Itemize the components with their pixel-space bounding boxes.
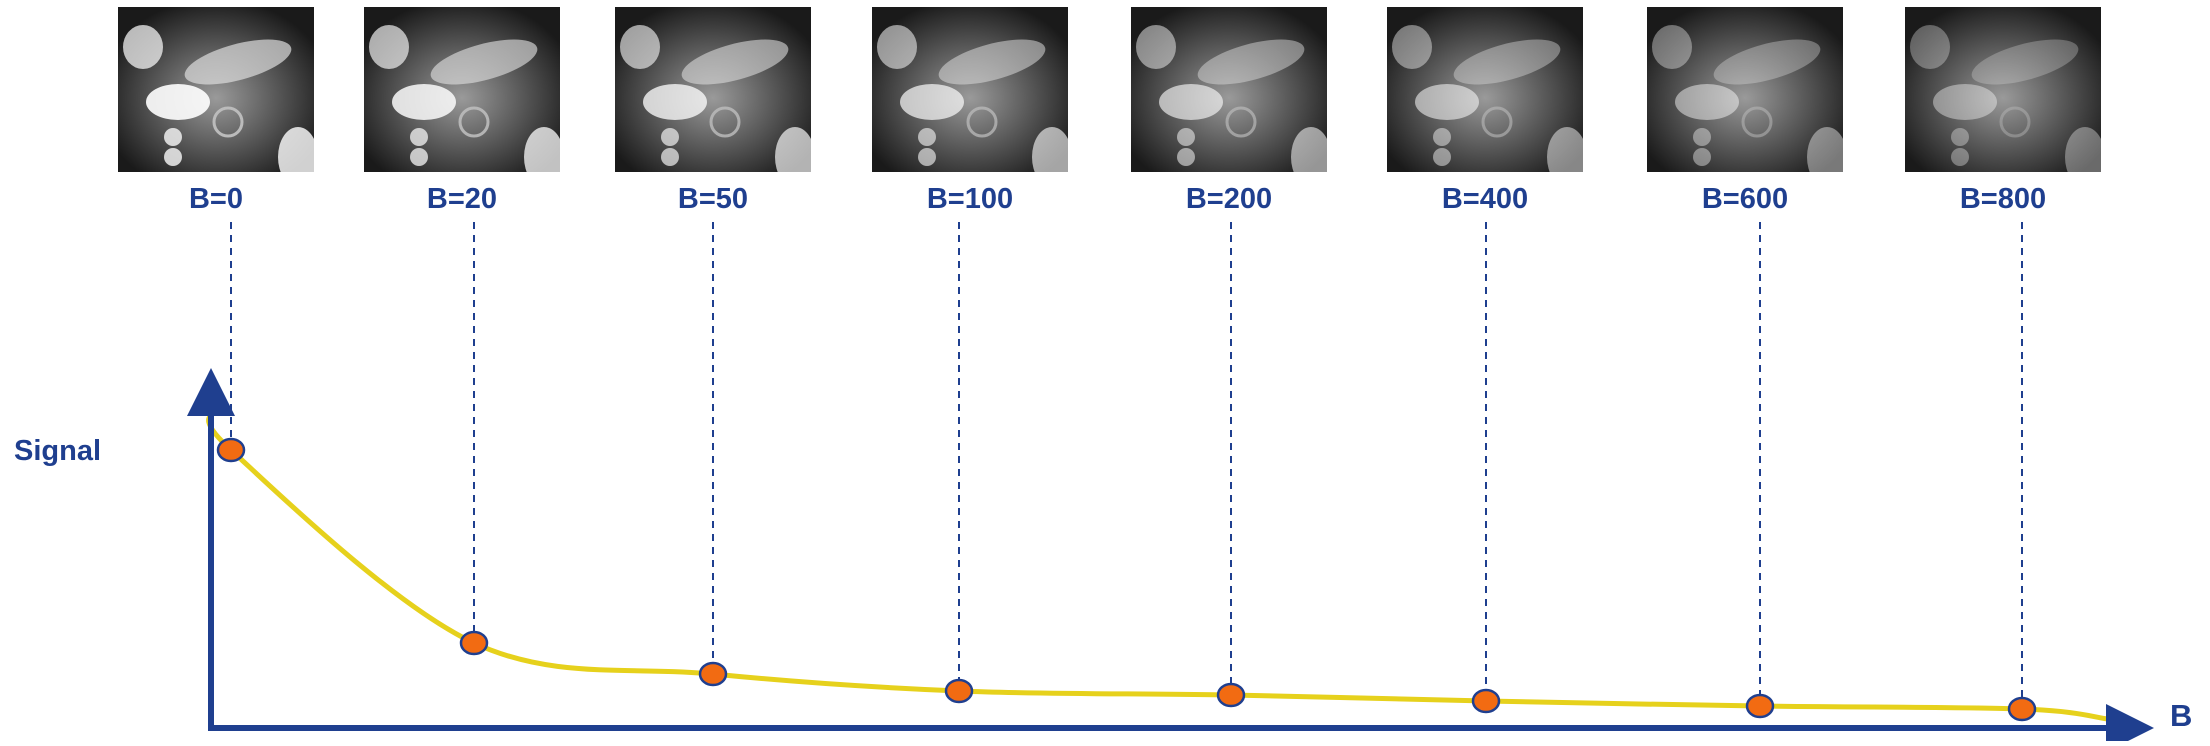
- image-blob: [1159, 84, 1223, 120]
- image-blob: [369, 25, 409, 69]
- image-blob: [1415, 84, 1479, 120]
- image-blob: [278, 127, 318, 187]
- image-blob: [918, 148, 936, 166]
- image-blob: [1910, 25, 1950, 69]
- image-label: B=600: [1702, 183, 1788, 215]
- image-blob: [918, 128, 936, 146]
- image-label: B=200: [1186, 183, 1272, 215]
- signal-point: [461, 632, 487, 654]
- signal-point: [218, 439, 244, 461]
- image-blob: [1807, 127, 1847, 187]
- image-blob: [1547, 127, 1587, 187]
- diagram: B=0 B=20 B=50 B=100 B=200 B=400 B=600 B=800 Sig…: [0, 0, 2210, 741]
- image-blob: [410, 148, 428, 166]
- image-blob: [1433, 128, 1451, 146]
- mri-image: [1647, 7, 1847, 187]
- image-blob: [643, 84, 707, 120]
- signal-curve: [209, 409, 2108, 719]
- image-blob: [146, 84, 210, 120]
- image-blob: [164, 128, 182, 146]
- image-row: B=0 B=20 B=50 B=100 B=200 B=400 B=600 B=800: [118, 7, 2105, 215]
- image-label: B=800: [1960, 183, 2046, 215]
- image-blob: [1392, 25, 1432, 69]
- mri-image: [364, 7, 564, 187]
- image-blob: [1951, 128, 1969, 146]
- image-blob: [410, 128, 428, 146]
- image-label: B=20: [427, 183, 497, 215]
- image-blob: [524, 127, 564, 187]
- image-blob: [1177, 128, 1195, 146]
- image-label: B=100: [927, 183, 1013, 215]
- image-label: B=0: [189, 183, 243, 215]
- image-blob: [1652, 25, 1692, 69]
- image-blob: [123, 25, 163, 69]
- mri-image: [1131, 7, 1331, 187]
- mri-image: [118, 7, 318, 187]
- signal-point: [946, 680, 972, 702]
- image-label: B=400: [1442, 183, 1528, 215]
- image-blob: [1693, 148, 1711, 166]
- signal-point: [700, 663, 726, 685]
- mri-image: [615, 7, 815, 187]
- image-blob: [1032, 127, 1072, 187]
- mri-image: [1387, 7, 1587, 187]
- y-axis-label: Signal: [14, 435, 101, 467]
- guide-lines: [231, 222, 2022, 699]
- signal-point: [2009, 698, 2035, 720]
- mri-image: [872, 7, 1072, 187]
- image-blob: [775, 127, 815, 187]
- image-blob: [1933, 84, 1997, 120]
- image-blob: [1675, 84, 1739, 120]
- image-blob: [1693, 128, 1711, 146]
- image-blob: [900, 84, 964, 120]
- image-blob: [1951, 148, 1969, 166]
- image-blob: [164, 148, 182, 166]
- image-blob: [661, 148, 679, 166]
- image-blob: [1136, 25, 1176, 69]
- signal-point: [1218, 684, 1244, 706]
- image-blob: [1433, 148, 1451, 166]
- signal-point: [1747, 695, 1773, 717]
- image-blob: [392, 84, 456, 120]
- image-blob: [1177, 148, 1195, 166]
- x-axis-label: B: [2170, 698, 2192, 733]
- image-blob: [2065, 127, 2105, 187]
- image-blob: [620, 25, 660, 69]
- signal-point: [1473, 690, 1499, 712]
- image-blob: [661, 128, 679, 146]
- image-blob: [877, 25, 917, 69]
- signal-points: [218, 439, 2035, 720]
- image-label: B=50: [678, 183, 748, 215]
- mri-image: [1905, 7, 2105, 187]
- image-blob: [1291, 127, 1331, 187]
